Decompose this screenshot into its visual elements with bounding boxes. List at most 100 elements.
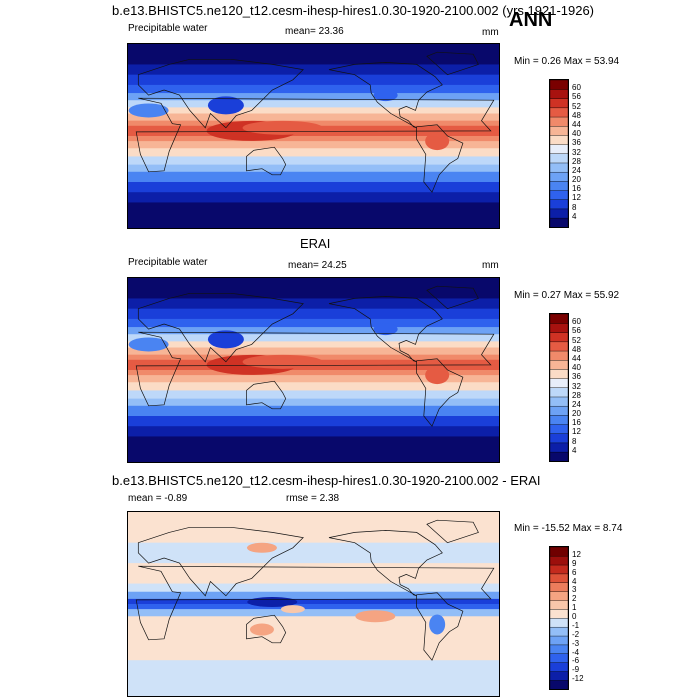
colorbar-swatch [550, 414, 568, 425]
colorbar-swatch [550, 368, 568, 379]
panel2-heading: ERAI [300, 236, 331, 251]
field-band [128, 93, 499, 101]
field-band [128, 563, 499, 585]
coastline [416, 592, 464, 661]
colorbar-swatch [550, 378, 568, 389]
colorbar-swatch [550, 144, 568, 155]
coastline [328, 296, 443, 363]
colorbar-tick-label: 60 [572, 83, 581, 93]
colorbar-swatch [550, 679, 568, 689]
field-anomaly [373, 89, 398, 102]
panel1-map [127, 43, 500, 229]
field-anomaly [128, 103, 169, 118]
coastline [137, 526, 304, 597]
coastline [135, 331, 495, 407]
colorbar-tick-label: 32 [572, 147, 581, 157]
colorbar-tick-label: 20 [572, 175, 581, 185]
field-band [128, 107, 499, 115]
field-band [128, 616, 499, 636]
coastline [135, 565, 495, 641]
colorbar-tick-label: 52 [572, 101, 581, 111]
colorbar-tick-label: 16 [572, 184, 581, 194]
colorbar-tick-label: 9 [572, 558, 577, 568]
colorbar-swatch [550, 547, 568, 557]
colorbar-tick-label: 24 [572, 165, 581, 175]
colorbar-tick-label: 56 [572, 92, 581, 102]
season-label: ANN [509, 9, 553, 31]
field-anomaly [249, 623, 274, 636]
field-anomaly [429, 614, 446, 635]
field-anomaly [207, 330, 244, 349]
colorbar-swatch [550, 359, 568, 370]
field-anomaly [128, 337, 169, 352]
coastline [328, 62, 443, 129]
panel2-map [127, 277, 500, 463]
colorbar-tick-label: 12 [572, 549, 581, 559]
field-anomaly [242, 354, 323, 369]
field-band [128, 44, 499, 65]
field-band [128, 426, 499, 437]
colorbar-tick-label: -3 [572, 638, 580, 648]
field-anomaly [373, 323, 398, 336]
panel3-rmse-label: rmse = 2.38 [286, 493, 340, 504]
colorbar-swatch [550, 190, 568, 200]
field-band [128, 583, 499, 593]
colorbar-swatch [550, 80, 568, 90]
colorbar-tick-label: 52 [572, 335, 581, 345]
colorbar-tick-label: 24 [572, 399, 581, 409]
coastline [426, 519, 479, 544]
colorbar-swatch [550, 208, 568, 219]
colorbar-tick-label: 4 [572, 211, 577, 221]
colorbar-swatch [550, 617, 568, 628]
field-band [128, 298, 499, 310]
colorbar-tick-label: -6 [572, 656, 580, 666]
colorbar-tick-label: 40 [572, 129, 581, 139]
field-band [128, 308, 499, 320]
colorbar-swatch [550, 341, 568, 352]
coastline [426, 51, 479, 76]
field-band [128, 156, 499, 166]
field-band [128, 609, 499, 617]
colorbar-tick-label: 16 [572, 418, 581, 428]
field-band [128, 390, 499, 400]
colorbar-swatch [550, 153, 568, 164]
colorbar-tick-label: 44 [572, 353, 581, 363]
colorbar-tick-label: 48 [572, 344, 581, 354]
field-band [128, 182, 499, 193]
colorbar-tick-label: 4 [572, 576, 577, 586]
field-band [128, 542, 499, 564]
colorbar-swatch [550, 217, 568, 227]
colorbar-swatch [550, 626, 568, 637]
colorbar-swatch [550, 387, 568, 398]
colorbar-swatch [550, 405, 568, 416]
panel1-mean-label: mean= 23.36 [285, 26, 344, 37]
colorbar-tick-label: 0 [572, 612, 577, 621]
colorbar-swatch [550, 396, 568, 407]
panel2-mean-label: mean= 24.25 [288, 260, 347, 271]
colorbar-swatch [550, 671, 568, 681]
field-band [128, 382, 499, 391]
panel1-minmax: Min = 0.26 Max = 53.94 [514, 56, 620, 67]
colorbar-tick-label: 8 [572, 202, 577, 212]
colorbar-tick-label: 48 [572, 110, 581, 120]
field-band [128, 370, 499, 376]
field-band [128, 74, 499, 86]
field-band [128, 141, 499, 149]
colorbar-swatch [550, 653, 568, 663]
panel3-minmax: Min = -15.52 Max = 8.74 [514, 523, 623, 534]
coastline [137, 58, 304, 129]
field-band [128, 171, 499, 183]
panel3-heading: b.e13.BHISTC5.ne120_t12.cesm-ihesp-hires… [112, 473, 541, 488]
colorbar-swatch [550, 98, 568, 109]
colorbar-swatch [550, 134, 568, 145]
field-band [128, 598, 499, 605]
field-band [128, 318, 499, 328]
colorbar-swatch [550, 608, 568, 619]
field-band [128, 375, 499, 383]
colorbar-swatch [550, 433, 568, 444]
colorbar-tick-label: 12 [572, 427, 581, 437]
field-band [128, 604, 499, 610]
colorbar-swatch [550, 88, 568, 99]
coastline [246, 380, 287, 410]
colorbar-swatch [550, 635, 568, 646]
